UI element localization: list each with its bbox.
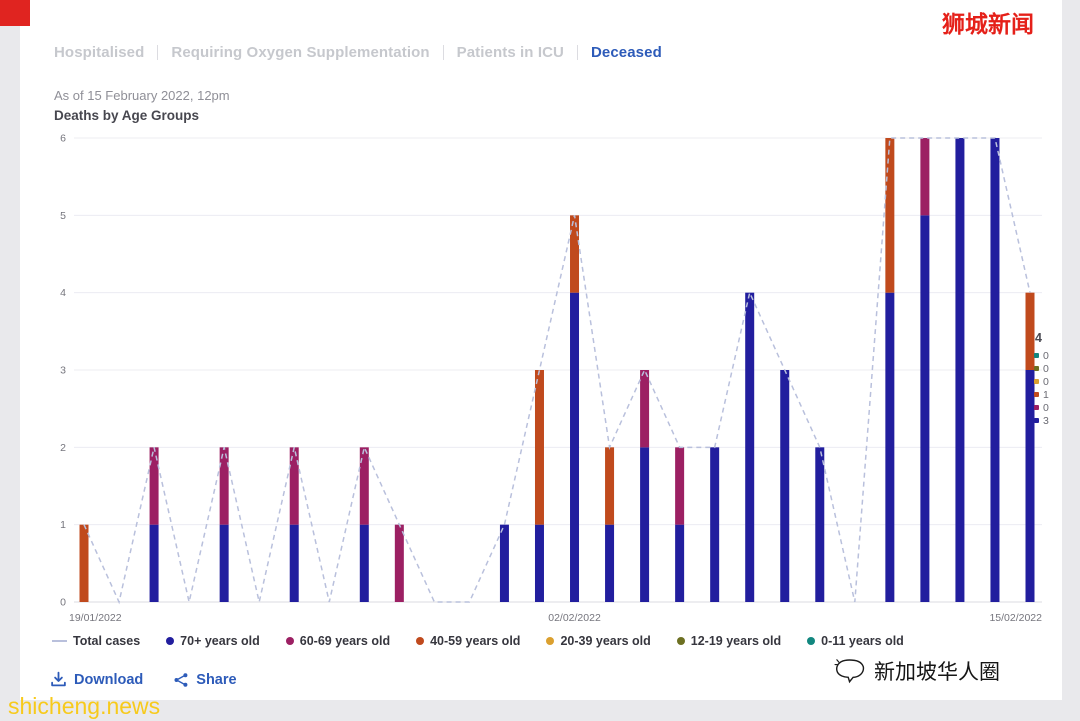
svg-text:3: 3 bbox=[60, 365, 66, 377]
tooltip-value-12-19: 0 bbox=[1043, 362, 1049, 375]
legend-label: 20-39 years old bbox=[560, 634, 651, 648]
legend-label: 0-11 years old bbox=[821, 634, 904, 648]
red-corner-block bbox=[0, 0, 30, 26]
svg-text:0: 0 bbox=[60, 597, 66, 609]
tooltip-total: 4 bbox=[1035, 331, 1042, 345]
tab-divider bbox=[157, 45, 159, 60]
watermark-bottom-left: shicheng.news bbox=[8, 693, 161, 719]
svg-text:15/02/2022: 15/02/2022 bbox=[989, 612, 1042, 624]
tooltip-value-70plus: 3 bbox=[1043, 414, 1049, 427]
legend-item-total-cases[interactable]: Total cases bbox=[52, 634, 140, 648]
legend-label: 12-19 years old bbox=[690, 634, 782, 648]
dot-0-11-icon bbox=[1034, 353, 1039, 358]
tooltip-value-40-59: 1 bbox=[1043, 388, 1049, 401]
tooltip-row: 3 bbox=[1034, 414, 1060, 427]
hover-tooltip: 4 0 0 0 1 0 3 bbox=[1034, 331, 1060, 427]
dot-20-39-icon bbox=[546, 637, 555, 645]
dashboard-card: Hospitalised Requiring Oxygen Supplement… bbox=[20, 0, 1062, 700]
legend-item-70plus[interactable]: 70+ years old bbox=[166, 634, 260, 648]
legend-label: Total cases bbox=[73, 634, 141, 648]
dot-60-69-icon bbox=[285, 637, 294, 645]
tooltip-row: 0 bbox=[1034, 349, 1060, 362]
action-bar: Download Share bbox=[50, 671, 237, 688]
chart-legend: Total cases 70+ years old 60-69 years ol… bbox=[52, 634, 904, 648]
tooltip-row: 0 bbox=[1034, 401, 1060, 414]
tooltip-value-20-39: 0 bbox=[1043, 375, 1049, 388]
download-label: Download bbox=[74, 671, 144, 688]
dot-0-11-icon bbox=[807, 637, 816, 645]
tab-divider bbox=[576, 45, 578, 60]
tab-bar: Hospitalised Requiring Oxygen Supplement… bbox=[54, 44, 662, 61]
legend-item-12-19[interactable]: 12-19 years old bbox=[676, 634, 782, 648]
as-of-date: As of 15 February 2022, 12pm bbox=[54, 88, 230, 103]
dot-70plus-icon bbox=[166, 637, 175, 645]
dot-12-19-icon bbox=[676, 637, 685, 645]
legend-item-20-39[interactable]: 20-39 years old bbox=[546, 634, 651, 648]
dashed-line-swatch-icon bbox=[52, 640, 67, 642]
tooltip-value-0-11: 0 bbox=[1043, 349, 1049, 362]
dot-40-59-icon bbox=[1034, 392, 1039, 397]
tooltip-value-60-69: 0 bbox=[1043, 401, 1049, 414]
share-icon bbox=[173, 672, 189, 688]
chat-bubble-icon bbox=[834, 657, 866, 686]
svg-text:2: 2 bbox=[60, 442, 66, 454]
legend-label: 70+ years old bbox=[180, 634, 260, 648]
dot-70plus-icon bbox=[1034, 418, 1039, 423]
tab-divider bbox=[442, 45, 444, 60]
tooltip-row: 0 bbox=[1034, 362, 1060, 375]
legend-item-0-11[interactable]: 0-11 years old bbox=[807, 634, 904, 648]
svg-text:4: 4 bbox=[60, 287, 66, 299]
tab-deceased[interactable]: Deceased bbox=[590, 44, 662, 61]
tab-requiring-oxygen[interactable]: Requiring Oxygen Supplementation bbox=[171, 44, 430, 61]
svg-text:1: 1 bbox=[60, 519, 66, 531]
watermark-top-right: 狮城新闻 bbox=[942, 11, 1034, 37]
dot-40-59-icon bbox=[416, 637, 425, 645]
legend-item-60-69[interactable]: 60-69 years old bbox=[285, 634, 391, 648]
tab-hospitalised[interactable]: Hospitalised bbox=[54, 44, 145, 61]
share-label: Share bbox=[196, 671, 237, 688]
legend-label: 40-59 years old bbox=[430, 634, 521, 648]
dot-60-69-icon bbox=[1034, 405, 1039, 410]
tab-patients-in-icu[interactable]: Patients in ICU bbox=[456, 44, 564, 61]
watermark-bottom-right-text: 新加坡华人圈 bbox=[874, 661, 1000, 684]
tooltip-row: 1 bbox=[1034, 388, 1060, 401]
share-button[interactable]: Share bbox=[173, 671, 237, 688]
legend-label: 60-69 years old bbox=[299, 634, 391, 648]
chart-title: Deaths by Age Groups bbox=[54, 108, 200, 123]
tooltip-row: 0 bbox=[1034, 375, 1060, 388]
download-icon bbox=[50, 671, 67, 688]
download-button[interactable]: Download bbox=[50, 671, 143, 688]
dot-12-19-icon bbox=[1034, 366, 1039, 371]
svg-text:6: 6 bbox=[60, 133, 66, 145]
svg-text:02/02/2022: 02/02/2022 bbox=[548, 612, 601, 624]
watermark-bottom-right: 新加坡华人圈 bbox=[834, 656, 1000, 686]
legend-item-40-59[interactable]: 40-59 years old bbox=[416, 634, 520, 648]
dot-20-39-icon bbox=[1034, 379, 1039, 384]
svg-text:5: 5 bbox=[60, 210, 66, 222]
svg-text:19/01/2022: 19/01/2022 bbox=[69, 612, 122, 624]
